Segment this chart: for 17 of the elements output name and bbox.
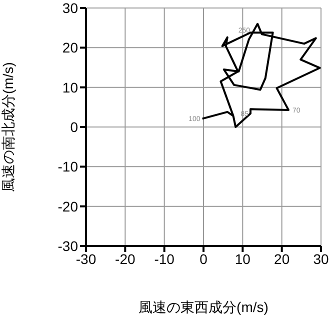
y-tick-label: 30 [62, 0, 78, 16]
y-tick-label: -30 [58, 238, 78, 254]
x-axis-title: 風速の東西成分(m/s) [138, 299, 268, 315]
x-tick-label: 0 [200, 250, 208, 267]
x-tick-label: -20 [115, 250, 136, 267]
y-tick-label: 0 [70, 118, 78, 135]
y-axis-title: 風速の南北成分(m/s) [0, 62, 16, 192]
y-tick-label: -10 [58, 158, 78, 175]
x-tick-label: 10 [234, 250, 251, 267]
x-tick-label: 30 [313, 250, 329, 267]
y-tick-label: 20 [62, 40, 78, 56]
y-tick-label: -20 [58, 198, 78, 214]
x-tick-label: -10 [154, 250, 175, 267]
x-tick-label: 20 [274, 250, 290, 267]
y-tick-label: 10 [62, 79, 78, 96]
line-series [201, 22, 321, 128]
x-tick-label: -30 [76, 250, 96, 267]
